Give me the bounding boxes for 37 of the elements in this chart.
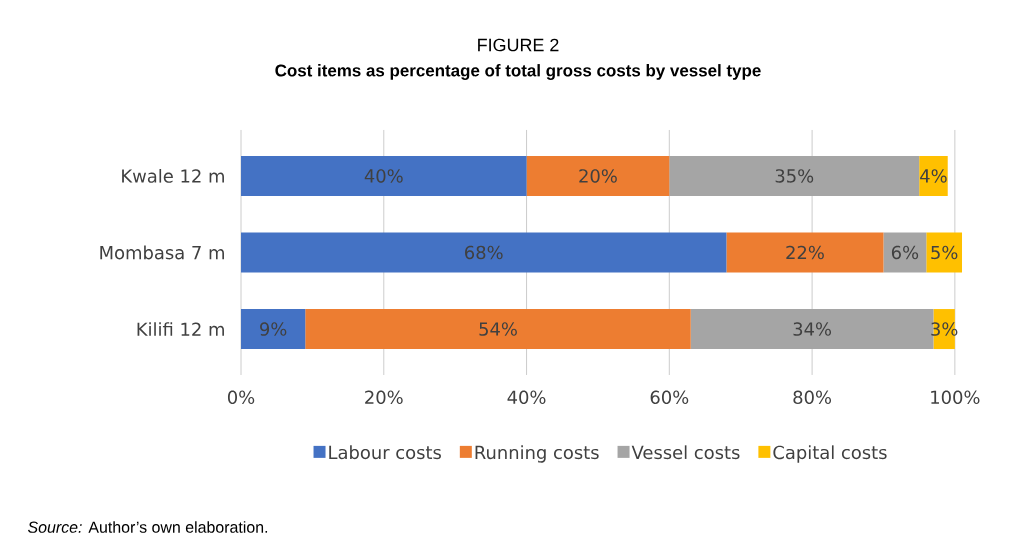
- x-tick-label: 60%: [650, 390, 689, 405]
- legend-label: Vessel costs: [631, 445, 740, 460]
- data-label: 68%: [465, 245, 503, 260]
- data-label: 35%: [775, 169, 814, 183]
- bar: [241, 232, 727, 273]
- data-label: 20%: [579, 169, 617, 183]
- bar: [726, 232, 884, 273]
- y-tick-label: Kilifi 12 m: [137, 322, 224, 336]
- x-tick-label: 80%: [793, 390, 832, 405]
- data-label: 54%: [479, 322, 517, 336]
- x-tick-label: 0%: [227, 390, 255, 405]
- legend-label: Running costs: [475, 445, 599, 463]
- bar: [883, 232, 927, 273]
- y-tick-label: Mombasa 7 m: [100, 245, 224, 260]
- bar: [241, 309, 306, 350]
- legend-label: Capital costs: [773, 445, 887, 463]
- y-tick-label: Kwale 12 m: [122, 168, 224, 183]
- bar: [305, 309, 691, 350]
- chart-subtitle: Cost items as percentage of total gross costs by vessel type: [275, 64, 761, 80]
- bar: [919, 155, 948, 196]
- data-label: 9%: [260, 322, 287, 336]
- bar: [241, 155, 527, 196]
- data-label: 5%: [931, 245, 958, 260]
- text: Source: Author’s own elaboration.: [27, 521, 268, 533]
- data-label: 22%: [786, 245, 824, 260]
- data-label: 6%: [891, 245, 919, 260]
- bar: [526, 155, 670, 196]
- x-tick-label: 20%: [365, 390, 403, 405]
- data-label: 34%: [793, 322, 832, 336]
- legend-label: Labour costs: [329, 445, 441, 460]
- chart-title: FIGURE 2: [478, 38, 559, 52]
- bar: [926, 232, 963, 273]
- bar: [669, 155, 920, 196]
- x-tick-label: 100%: [931, 390, 980, 405]
- data-label: 40%: [364, 169, 403, 183]
- x-tick-label: 40%: [507, 390, 546, 405]
- data-label: 4%: [920, 169, 947, 183]
